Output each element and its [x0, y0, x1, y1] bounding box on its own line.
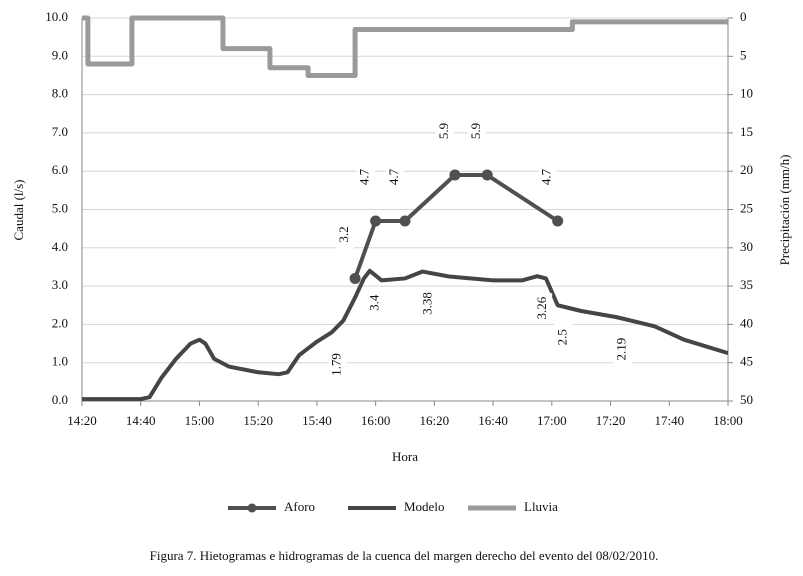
y2-tick-label: 50 [740, 392, 753, 407]
x-tick-label: 17:20 [596, 413, 626, 428]
y-tick-label: 2.0 [52, 315, 68, 330]
label-bg [356, 161, 375, 192]
y2-tick-label: 20 [740, 162, 753, 177]
y2-tick-label: 35 [740, 277, 753, 292]
data-label: 4.7 [357, 168, 372, 185]
label-bg [613, 334, 632, 365]
y2-tick-label: 15 [740, 124, 753, 139]
x-tick-label: 16:40 [478, 413, 508, 428]
y2-tick-label: 40 [740, 315, 753, 330]
series-line [82, 268, 729, 402]
label-bg [538, 161, 557, 192]
x-tick-label: 16:00 [361, 413, 391, 428]
point-marker [349, 272, 361, 284]
y-tick-label: 10.0 [45, 9, 68, 24]
data-label: 1.79 [329, 353, 344, 376]
legend-label: Modelo [404, 499, 444, 514]
data-label: 4.7 [386, 168, 401, 185]
x-tick-label: 15:00 [185, 413, 215, 428]
y2-tick-label: 25 [740, 200, 753, 215]
legend-marker [247, 503, 257, 513]
x-tick-label: 17:40 [654, 413, 684, 428]
label-bg [468, 116, 487, 147]
data-label: 3.2 [336, 226, 351, 242]
y2-tick-label: 10 [740, 86, 753, 101]
y-tick-label: 1.0 [52, 354, 68, 369]
point-marker [449, 169, 461, 181]
data-label: 2.19 [613, 338, 628, 361]
point-marker [399, 215, 411, 227]
point-marker [481, 169, 493, 181]
data-label: 4.7 [539, 168, 554, 185]
legend-label: Lluvia [524, 499, 558, 514]
y2-axis-label: Precipitación (mm/h) [777, 155, 792, 266]
label-bg [419, 288, 438, 319]
x-axis-label: Hora [392, 449, 418, 464]
data-label: 2.5 [555, 329, 570, 345]
label-bg [534, 293, 553, 324]
label-bg [554, 322, 573, 353]
data-label: 3.38 [420, 292, 435, 315]
label-bg [328, 349, 347, 380]
data-label: 5.9 [468, 123, 483, 139]
x-tick-label: 15:40 [302, 413, 332, 428]
data-label: 5.9 [436, 123, 451, 139]
x-tick-label: 16:20 [420, 413, 450, 428]
legend-label: Aforo [284, 499, 315, 514]
y-tick-label: 7.0 [52, 124, 68, 139]
x-tick-label: 17:00 [537, 413, 567, 428]
y2-tick-label: 45 [740, 354, 753, 369]
caption: Figura 7. Hietogramas e hidrogramas de l… [150, 548, 659, 563]
label-bg [435, 116, 454, 147]
y-tick-label: 3.0 [52, 277, 68, 292]
label-bg [336, 219, 355, 250]
y-tick-label: 5.0 [52, 200, 68, 215]
data-label: 3.26 [534, 296, 549, 319]
x-tick-label: 14:20 [67, 413, 97, 428]
data-label: 3.4 [367, 294, 382, 311]
label-bg [366, 287, 385, 318]
y-tick-label: 9.0 [52, 47, 68, 62]
y-tick-label: 4.0 [52, 239, 68, 254]
series-line [353, 173, 559, 280]
label-bg [386, 161, 404, 192]
x-tick-label: 14:40 [126, 413, 156, 428]
x-tick-label: 18:00 [713, 413, 743, 428]
x-tick-label: 15:20 [243, 413, 273, 428]
series-line [82, 15, 728, 78]
y-axis-label: Caudal (l/s) [11, 179, 26, 240]
y2-tick-label: 0 [740, 9, 747, 24]
y-tick-label: 0.0 [52, 392, 68, 407]
y-tick-label: 6.0 [52, 162, 68, 177]
y-tick-label: 8.0 [52, 86, 68, 101]
y2-tick-label: 5 [740, 47, 747, 62]
point-marker [552, 215, 564, 227]
point-marker [370, 215, 382, 227]
y2-tick-label: 30 [740, 239, 753, 254]
